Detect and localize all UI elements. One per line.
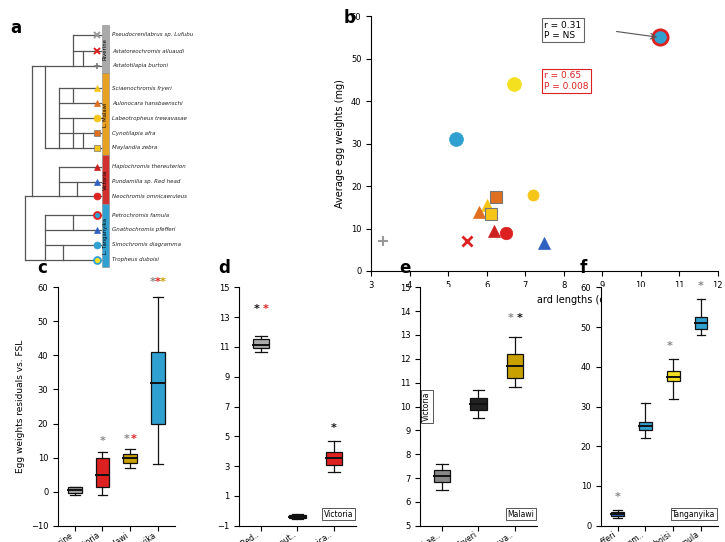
Bar xyxy=(326,452,342,464)
X-axis label: Female standard lengths (cm): Female standard lengths (cm) xyxy=(471,295,618,305)
Text: *: * xyxy=(160,278,166,287)
Text: Neochromis omnicaeruleus: Neochromis omnicaeruleus xyxy=(112,194,187,199)
Bar xyxy=(611,512,624,516)
Text: Victoria: Victoria xyxy=(423,392,431,421)
Text: Astatoreochromis alluaudi: Astatoreochromis alluaudi xyxy=(112,49,184,54)
Text: Astatotilapia burtoni: Astatotilapia burtoni xyxy=(112,63,168,68)
Text: Cynotilapia afra: Cynotilapia afra xyxy=(112,131,155,136)
Bar xyxy=(253,339,269,349)
Text: Sciaenochromis fryeri: Sciaenochromis fryeri xyxy=(112,86,172,91)
Bar xyxy=(289,515,306,518)
Bar xyxy=(67,487,82,493)
Text: *: * xyxy=(99,436,105,446)
Text: Tropheus duboisi: Tropheus duboisi xyxy=(112,257,159,262)
Bar xyxy=(96,457,109,487)
Bar xyxy=(151,352,165,423)
Text: *: * xyxy=(124,434,130,444)
Bar xyxy=(639,422,652,430)
Text: L. Tanganyika: L. Tanganyika xyxy=(103,217,108,254)
Text: Malawi: Malawi xyxy=(507,509,534,519)
Text: *: * xyxy=(155,278,161,287)
Text: Pseudocrenilabrus sp. Lufubu: Pseudocrenilabrus sp. Lufubu xyxy=(112,33,193,37)
Bar xyxy=(470,398,486,410)
Text: *: * xyxy=(262,304,268,314)
Text: c: c xyxy=(37,259,47,277)
Text: Labeotropheus trewavasae: Labeotropheus trewavasae xyxy=(112,115,187,121)
Bar xyxy=(434,470,450,482)
Text: Petrochromis famula: Petrochromis famula xyxy=(112,212,169,217)
Bar xyxy=(507,354,523,378)
Text: *: * xyxy=(331,423,337,434)
Text: *: * xyxy=(698,281,704,291)
Text: *: * xyxy=(667,341,673,351)
Text: Pundamilia sp. Red head: Pundamilia sp. Red head xyxy=(112,179,181,184)
Text: Aulonocara hansbaenschi: Aulonocara hansbaenschi xyxy=(112,101,183,106)
Text: f: f xyxy=(580,259,587,277)
Text: Haplochromis thereuterion: Haplochromis thereuterion xyxy=(112,164,186,169)
Text: e: e xyxy=(399,259,410,277)
Text: Victoria: Victoria xyxy=(103,170,108,190)
Text: Victoria: Victoria xyxy=(324,509,353,519)
Y-axis label: Average egg weights (mg): Average egg weights (mg) xyxy=(335,79,345,208)
Text: *: * xyxy=(516,313,522,323)
Text: L. Malawi: L. Malawi xyxy=(103,102,108,127)
Bar xyxy=(123,454,137,463)
Bar xyxy=(102,25,109,73)
Text: r = 0.65
P = 0.008: r = 0.65 P = 0.008 xyxy=(544,72,589,91)
Bar xyxy=(102,156,109,204)
Text: *: * xyxy=(615,492,621,502)
Text: Simochromis diagramma: Simochromis diagramma xyxy=(112,242,181,247)
Text: Riverine: Riverine xyxy=(103,38,108,60)
Text: d: d xyxy=(218,259,230,277)
Text: Maylandia zebra: Maylandia zebra xyxy=(112,145,157,151)
Text: r = 0.31
P = NS: r = 0.31 P = NS xyxy=(544,21,581,40)
Text: Tanganyika: Tanganyika xyxy=(672,509,716,519)
Bar xyxy=(695,317,708,329)
Text: *: * xyxy=(130,434,136,444)
Text: Gnathochromis pfefferi: Gnathochromis pfefferi xyxy=(112,228,175,233)
Bar xyxy=(667,371,679,380)
Text: a: a xyxy=(11,19,22,37)
Text: *: * xyxy=(254,304,260,314)
Y-axis label: Egg weights residuals vs. FSL: Egg weights residuals vs. FSL xyxy=(16,340,25,473)
Text: b: b xyxy=(344,9,355,27)
Bar xyxy=(102,204,109,267)
Text: *: * xyxy=(507,313,513,323)
Bar xyxy=(102,73,109,156)
Text: *: * xyxy=(150,278,156,287)
